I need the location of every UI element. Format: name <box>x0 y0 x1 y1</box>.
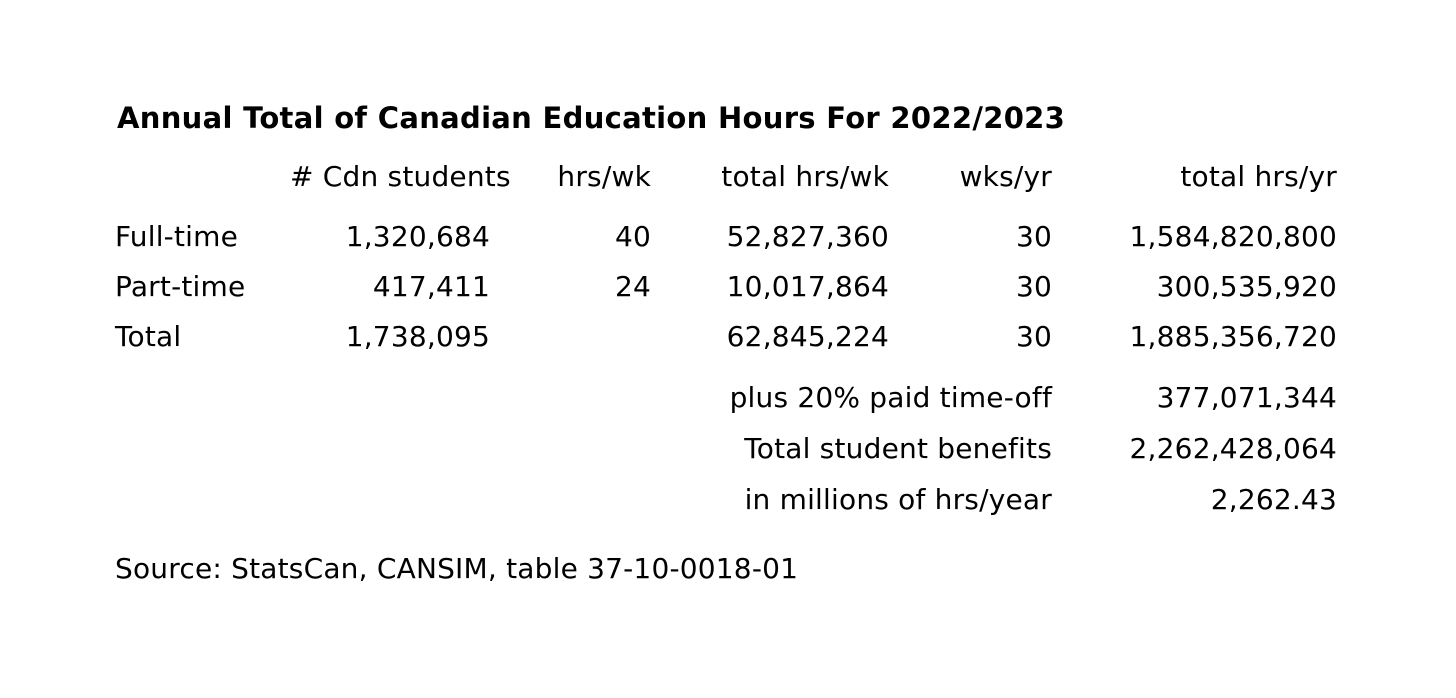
source-note: Source: StatsCan, CANSIM, table 37-10-00… <box>115 552 799 585</box>
table-header-row: # Cdn students hrs/wk total hrs/wk wks/y… <box>115 160 1337 194</box>
row-label: Part-time <box>115 270 246 303</box>
cell-wks-yr: 30 <box>1015 320 1052 353</box>
table-row-total: Total 1,738,095 62,845,224 30 1,885,356,… <box>115 320 1337 354</box>
summary-value: 2,262.43 <box>1210 483 1337 516</box>
column-header-hrs-wk: hrs/wk <box>557 160 651 193</box>
cell-students: 1,320,684 <box>345 220 490 253</box>
cell-hrs-wk <box>490 320 651 354</box>
cell-total-hrs-yr: 1,885,356,720 <box>1129 320 1337 353</box>
cell-total-hrs-yr: 300,535,920 <box>1156 270 1337 303</box>
row-label: Full-time <box>115 220 239 253</box>
cell-total-hrs-wk: 52,827,360 <box>726 220 889 253</box>
column-header-cdn-students: # Cdn students <box>290 160 511 193</box>
page-title: Annual Total of Canadian Education Hours… <box>117 101 1066 135</box>
cell-total-hrs-wk: 62,845,224 <box>726 320 889 353</box>
cell-wks-yr: 30 <box>1015 220 1052 253</box>
summary-value: 377,071,344 <box>1156 381 1337 414</box>
cell-students: 417,411 <box>372 270 490 303</box>
cell-students: 1,738,095 <box>345 320 490 353</box>
table-row-part-time: Part-time 417,411 24 10,017,864 30 300,5… <box>115 270 1337 304</box>
summary-value: 2,262,428,064 <box>1129 432 1337 465</box>
summary-row-paid-time-off: plus 20% paid time-off 377,071,344 <box>115 381 1337 415</box>
summary-label: Total student benefits <box>744 432 1052 465</box>
column-header-total-hrs-yr: total hrs/yr <box>1180 160 1337 193</box>
summary-row-total-student-benefits: Total student benefits 2,262,428,064 <box>115 432 1337 466</box>
cell-hrs-wk: 24 <box>614 270 651 303</box>
cell-total-hrs-wk: 10,017,864 <box>726 270 889 303</box>
summary-label: in millions of hrs/year <box>744 483 1052 516</box>
table-row-full-time: Full-time 1,320,684 40 52,827,360 30 1,5… <box>115 220 1337 254</box>
cell-wks-yr: 30 <box>1015 270 1052 303</box>
summary-label: plus 20% paid time-off <box>729 381 1052 414</box>
summary-row-millions-per-year: in millions of hrs/year 2,262.43 <box>115 483 1337 517</box>
row-label: Total <box>115 320 182 353</box>
cell-hrs-wk: 40 <box>614 220 651 253</box>
cell-total-hrs-yr: 1,584,820,800 <box>1129 220 1337 253</box>
column-header-wks-yr: wks/yr <box>959 160 1052 193</box>
header-label-spacer <box>115 160 290 194</box>
column-header-total-hrs-wk: total hrs/wk <box>721 160 889 193</box>
